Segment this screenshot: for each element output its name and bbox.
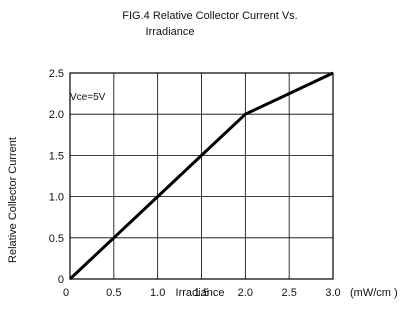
- x-tick-label-2: 1.0: [150, 287, 165, 299]
- y-tick-labels: 0 0.5 1.0 1.5 2.0 2.5: [49, 68, 64, 286]
- chart-subtitle: Irradiance: [146, 26, 195, 38]
- x-tick-label-3: 1.5: [194, 287, 209, 299]
- x-axis-label: Irradiance: [176, 287, 225, 299]
- y-axis-label: Relative Collector Current: [7, 137, 19, 263]
- grid: [70, 73, 333, 279]
- y-tick-label-4: 2.0: [49, 109, 64, 121]
- y-tick-label-0: 0: [58, 274, 64, 286]
- chart-title: FIG.4 Relative Collector Current Vs.: [122, 10, 297, 22]
- x-tick-label-1: 0.5: [106, 287, 121, 299]
- condition-annotation: Vce=5V: [70, 92, 106, 103]
- x-tick-label-5: 2.5: [282, 287, 297, 299]
- y-tick-label-5: 2.5: [49, 68, 64, 80]
- x-tick-label-0: 0: [63, 287, 69, 299]
- x-tick-label-6: 3.0: [325, 287, 340, 299]
- x-tick-label-4: 2.0: [238, 287, 253, 299]
- y-tick-label-2: 1.0: [49, 192, 64, 204]
- plot-frame: [69, 72, 334, 280]
- y-tick-label-1: 0.5: [49, 233, 64, 245]
- x-tick-labels: 0 0.5 1.0 1.5 2.0 2.5 3.0: [63, 287, 341, 299]
- y-tick-label-3: 1.5: [49, 150, 64, 162]
- series-line: [68, 71, 334, 281]
- x-axis-unit: (mW/cm ): [350, 287, 398, 299]
